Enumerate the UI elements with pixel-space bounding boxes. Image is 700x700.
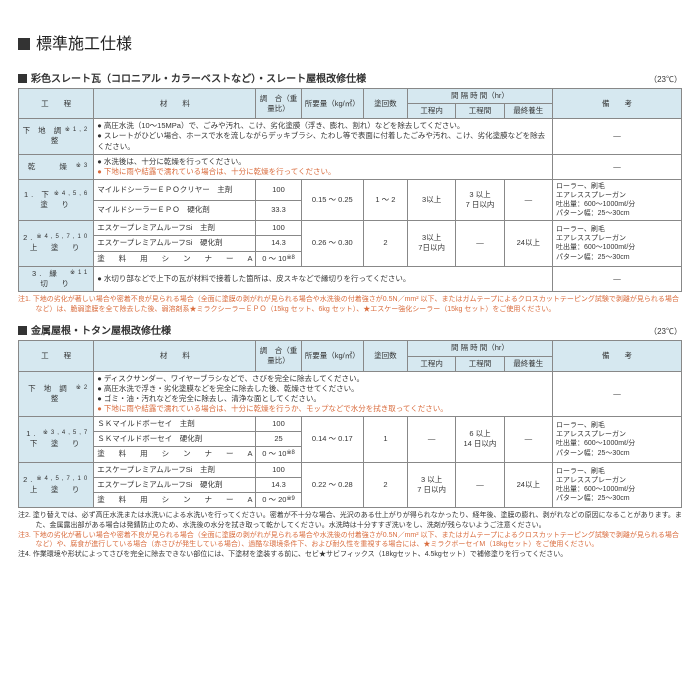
row-prep-text: ● 高圧水洗（10～15MPa）で、ごみや汚れ、こけ、劣化塗膜（浮き、膨れ、割れ…	[94, 119, 553, 154]
row3-label: ※113. 縁 切 り	[19, 266, 94, 291]
th-interval: 間 隔 時 間（hr）	[407, 89, 552, 104]
th-int-final: 最終養生	[504, 104, 552, 119]
row-prep-label: ※1,2下 地 調 整	[19, 119, 94, 154]
th-process: 工 程	[19, 89, 94, 119]
th-amount: 所要量（kg/㎡）	[301, 89, 363, 119]
section1-notes: 注1. 下地の劣化が著しい場合や密着不良が見られる場合（全面に塗膜の剥がれが見ら…	[18, 295, 682, 315]
row2-remark: ローラー、刷毛エアレススプレーガン吐出量：600～1000mℓ/分パターン幅：2…	[552, 221, 681, 266]
row2-label: ※4,5,7,102. 上 塗 り	[19, 221, 94, 266]
th-remark: 備 考	[552, 89, 681, 119]
row-prep2-text: ● ディスクサンダー、ワイヤーブラシなどで、さびを完全に除去してください。 ● …	[94, 371, 553, 417]
table-1: 工 程 材 料 調 合（重量比） 所要量（kg/㎡） 塗回数 間 隔 時 間（h…	[18, 88, 682, 292]
th-int-bw: 工程間	[456, 104, 504, 119]
section1-title: 彩色スレート瓦（コロニアル・カラーベストなど）・スレート屋根改修仕様	[18, 70, 366, 85]
row-dry-label: ※3乾 燥	[19, 154, 94, 179]
row-dry-text: ● 水洗後は、十分に乾燥を行ってください。● 下地に雨や結露で濡れている場合は、…	[94, 154, 553, 179]
s2-row1-label: ※3,4,5,71. 下 塗 り	[19, 417, 94, 462]
section2-notes: 注2. 塗り替えでは、必ず高圧水洗または水洗いによる水洗いを行ってください。密着…	[18, 511, 682, 560]
temp-note-1: （23℃）	[649, 74, 682, 85]
section2-title: 金属屋根・トタン屋根改修仕様	[18, 322, 171, 337]
main-title: 標準施工仕様	[18, 30, 682, 54]
row-prep2-label: ※2下 地 調 整	[19, 371, 94, 417]
row1-label: ※4,5,61. 下 塗 り	[19, 179, 94, 220]
row1-remark: ローラー、刷毛エアレススプレーガン吐出量：600～1000mℓ/分パターン幅：2…	[552, 179, 681, 220]
s2-row2-label: ※4,5,7,102. 上 塗 り	[19, 462, 94, 507]
th-material: 材 料	[94, 89, 256, 119]
temp-note-2: （23℃）	[649, 326, 682, 337]
table-2: 工 程 材 料 調 合（重量比） 所要量（kg/㎡） 塗回数 間 隔 時 間（h…	[18, 340, 682, 508]
th-coats: 塗回数	[363, 89, 407, 119]
th-int-in: 工程内	[407, 104, 455, 119]
th-ratio: 調 合（重量比）	[256, 89, 301, 119]
